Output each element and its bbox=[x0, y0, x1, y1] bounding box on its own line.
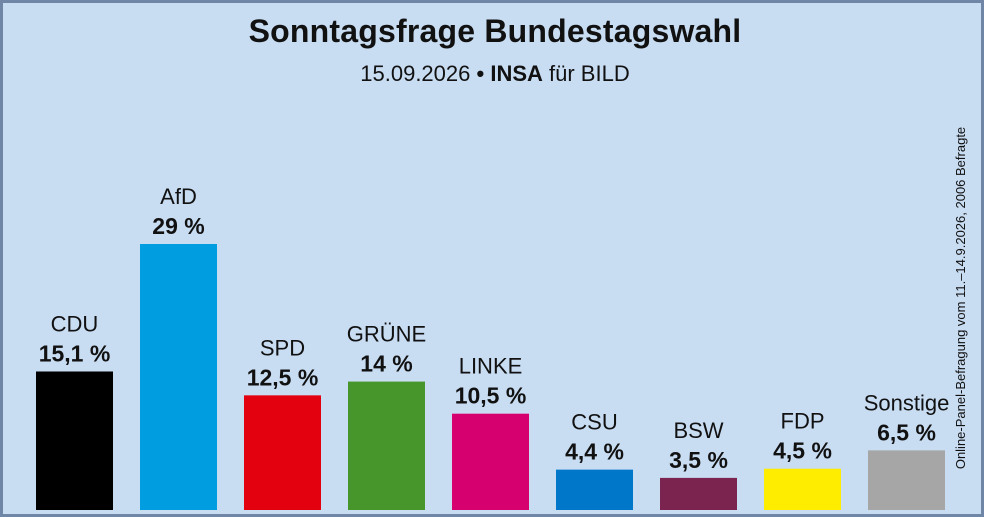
value-label: 14 % bbox=[360, 351, 412, 377]
chart-subtitle: 15.09.2026 • INSA für BILD bbox=[3, 61, 981, 87]
value-label: 12,5 % bbox=[247, 364, 319, 390]
category-label: LINKE bbox=[459, 354, 523, 379]
bar-chart: 15,1 % CDU 29 % AfD 12,5 % SPD 14 % GRÜNE 10,5 %… bbox=[36, 184, 950, 510]
bar-spd bbox=[244, 395, 321, 510]
subtitle-bullet: • bbox=[476, 61, 485, 86]
category-label: AfD bbox=[160, 184, 197, 209]
bar-afd bbox=[140, 244, 217, 510]
category-label: GRÜNE bbox=[347, 322, 426, 347]
category-label: CSU bbox=[571, 410, 617, 435]
value-label: 3,5 % bbox=[669, 447, 728, 473]
subtitle-institute: INSA bbox=[490, 61, 543, 86]
bar-cdu bbox=[36, 371, 113, 510]
value-label: 4,4 % bbox=[565, 439, 624, 465]
value-label: 10,5 % bbox=[455, 383, 527, 409]
value-label: 15,1 % bbox=[39, 340, 111, 366]
value-label: 6,5 % bbox=[877, 419, 936, 445]
bar-fdp bbox=[764, 468, 841, 510]
subtitle-date: 15.09.2026 bbox=[360, 61, 471, 86]
category-label: BSW bbox=[673, 418, 723, 443]
category-label: Sonstige bbox=[864, 390, 950, 415]
value-label: 4,5 % bbox=[773, 438, 832, 464]
bar-csu bbox=[556, 469, 633, 510]
bar-sonstige bbox=[868, 450, 945, 510]
survey-note: Online-Panel-Befragung vom 11.–14.9.2026… bbox=[953, 126, 968, 470]
chart-title: Sonntagsfrage Bundestagswahl bbox=[248, 13, 742, 49]
category-label: FDP bbox=[781, 409, 825, 434]
category-label: CDU bbox=[51, 311, 99, 336]
category-label: SPD bbox=[260, 335, 305, 360]
bar-bsw bbox=[660, 477, 737, 510]
bar-grüne bbox=[348, 381, 425, 510]
subtitle-client: für BILD bbox=[549, 61, 630, 86]
value-label: 29 % bbox=[152, 213, 204, 239]
bar-linke bbox=[452, 413, 529, 510]
